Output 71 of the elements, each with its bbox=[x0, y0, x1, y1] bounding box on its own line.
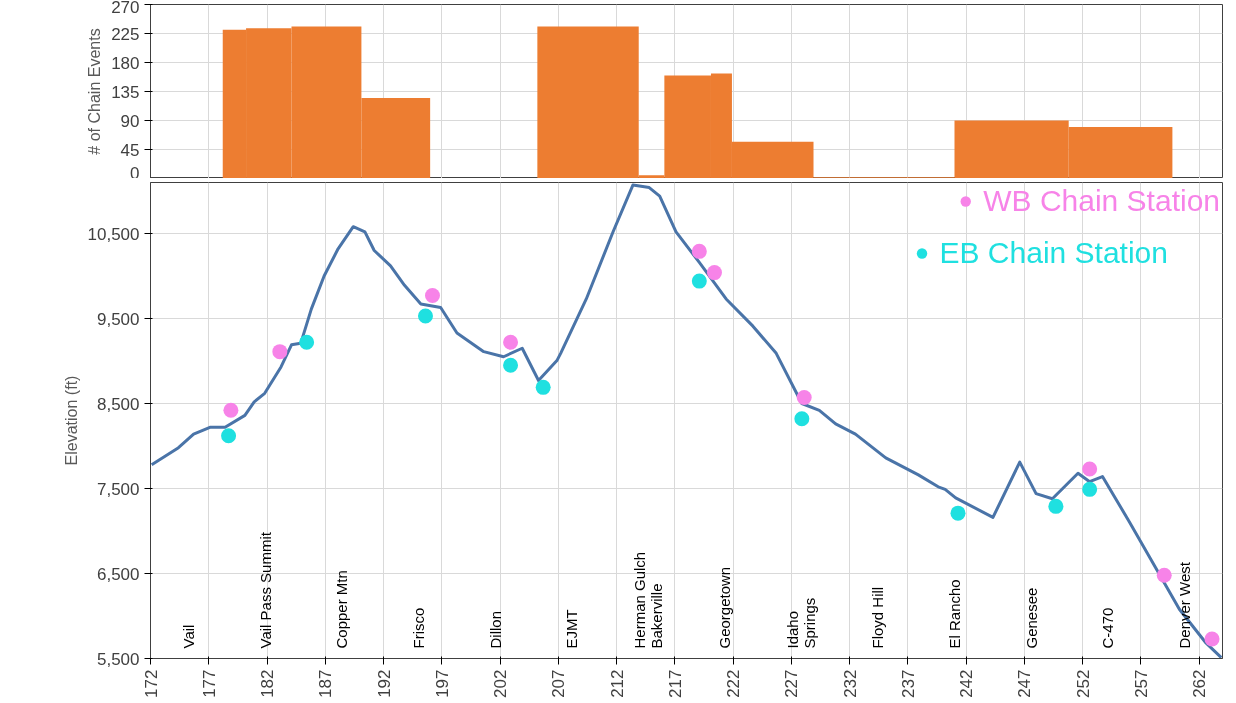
annotation: Floyd Hill bbox=[869, 586, 887, 649]
y-tick-label: 180 bbox=[111, 53, 140, 73]
y-tick-label: 8,500 bbox=[96, 394, 140, 414]
point bbox=[1082, 481, 1098, 497]
point bbox=[1204, 631, 1220, 647]
annotation: Dillon bbox=[486, 610, 504, 649]
annotation: Georgetown bbox=[716, 566, 734, 649]
y-tick-label: 0 bbox=[130, 163, 140, 183]
annotation: Frisco bbox=[410, 607, 427, 649]
annotation: EJMT bbox=[563, 609, 581, 649]
y-tick-label: 270 bbox=[111, 0, 140, 17]
x-tick-label: 237 bbox=[898, 669, 918, 698]
x-tick-label: 192 bbox=[374, 669, 394, 698]
line-series bbox=[150, 183, 1223, 659]
x-tick-label: 207 bbox=[549, 669, 569, 698]
annotation: Idaho Springs bbox=[784, 597, 819, 649]
y-tick-label: 135 bbox=[111, 82, 140, 102]
legend-label: WB Chain Station bbox=[983, 184, 1220, 218]
x-tick-label: 257 bbox=[1131, 669, 1151, 698]
annotation: Herman Gulch Bakerville bbox=[631, 551, 666, 649]
annotation: Genesee bbox=[1022, 587, 1040, 649]
x-tick-label: 187 bbox=[316, 669, 336, 698]
point bbox=[794, 411, 810, 427]
point bbox=[417, 308, 433, 324]
point bbox=[272, 344, 288, 360]
x-tick-label: 242 bbox=[957, 669, 977, 698]
point bbox=[1156, 567, 1172, 583]
y-tick-label: 90 bbox=[120, 111, 140, 131]
point bbox=[706, 265, 722, 281]
x-tick-label: 247 bbox=[1015, 669, 1035, 698]
annotation: Denver West bbox=[1175, 561, 1193, 649]
x-tick-label: 252 bbox=[1073, 669, 1093, 698]
x-tick-label: 232 bbox=[840, 669, 860, 698]
x-tick-label: 262 bbox=[1190, 669, 1210, 698]
annotation: Copper Mtn bbox=[333, 570, 351, 649]
y-tick-label: 5,500 bbox=[96, 649, 140, 669]
y-axis-title: Elevation (ft) bbox=[62, 375, 80, 466]
y-tick-label: 225 bbox=[111, 24, 140, 44]
annotation: El Rancho bbox=[946, 579, 963, 649]
annotation: Vail Pass Summit bbox=[256, 531, 274, 649]
annotation: C-470 bbox=[1099, 607, 1117, 649]
point bbox=[535, 379, 551, 395]
x-tick-label: 217 bbox=[665, 669, 685, 698]
point bbox=[950, 505, 966, 521]
legend-label: EB Chain Station bbox=[939, 236, 1168, 270]
x-tick-label: 182 bbox=[258, 669, 278, 698]
point bbox=[221, 428, 237, 444]
x-tick-label: 177 bbox=[199, 669, 219, 698]
annotation: Vail bbox=[180, 624, 198, 649]
y-tick-label: 10,500 bbox=[87, 224, 140, 244]
point bbox=[503, 357, 519, 373]
x-tick-label: 172 bbox=[141, 669, 161, 698]
point bbox=[691, 273, 707, 289]
y-tick-label: 9,500 bbox=[96, 309, 140, 329]
point bbox=[223, 402, 239, 418]
point bbox=[503, 334, 519, 350]
x-tick-label: 197 bbox=[432, 669, 452, 698]
x-tick-label: 227 bbox=[782, 669, 802, 698]
x-tick-label: 202 bbox=[491, 669, 511, 698]
x-tick-label: 212 bbox=[607, 669, 627, 698]
point bbox=[796, 390, 812, 406]
y-axis-title: # of Chain Events bbox=[86, 28, 104, 155]
y-tick-label: 6,500 bbox=[96, 564, 140, 584]
point bbox=[1048, 498, 1064, 514]
x-tick-label: 222 bbox=[724, 669, 744, 698]
y-tick-label: 7,500 bbox=[96, 479, 140, 499]
point bbox=[1082, 461, 1098, 477]
point bbox=[299, 334, 315, 350]
point bbox=[691, 243, 707, 259]
y-tick-label: 45 bbox=[120, 140, 140, 160]
point bbox=[424, 288, 440, 304]
